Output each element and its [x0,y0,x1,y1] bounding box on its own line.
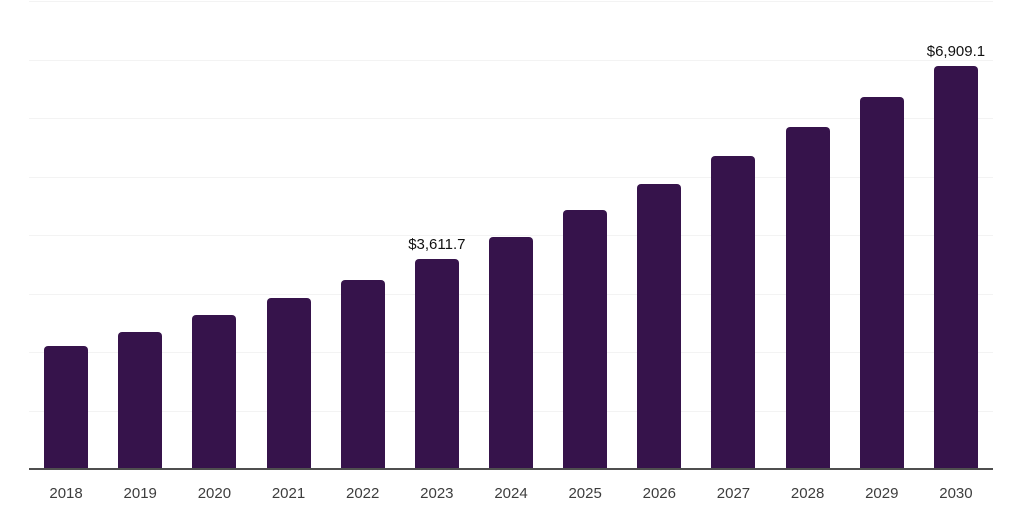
x-tick-label-2024: 2024 [494,485,528,502]
x-tick-label-2021: 2021 [271,485,306,502]
bar-2022 [340,279,385,470]
value-label-2030: $6,909.1 [926,42,986,60]
gridline-8000 [29,1,993,2]
bar-2028 [785,127,830,470]
x-tick-label-2027: 2027 [716,485,751,502]
gridline-5000 [29,176,993,178]
gridline-6000 [29,118,993,119]
x-tick-label-2026: 2026 [642,485,676,502]
x-tick-label-2028: 2028 [790,485,825,502]
bar-2024 [489,236,533,470]
bar-2026 [637,183,682,470]
gridline-4000 [29,235,993,236]
x-axis-line [29,468,993,470]
bar-2020 [192,314,237,470]
x-tick-label-2019: 2019 [123,485,157,502]
plot-area: $3,611.7 $6,909.1 [29,0,993,470]
gridline-7000 [29,59,993,61]
bar-2021 [266,298,311,470]
x-tick-label-2020: 2020 [197,485,232,502]
bar-2018 [44,345,89,470]
bar-2019 [118,331,163,470]
x-tick-label-2022: 2022 [346,485,380,502]
bar-2030 [933,65,978,470]
bar-2025 [563,209,608,470]
bar-2027 [711,156,756,470]
x-tick-label-2023: 2023 [420,485,454,502]
value-label-2023: $3,611.7 [408,235,466,253]
x-tick-label-2025: 2025 [568,485,602,502]
x-tick-label-2018: 2018 [49,485,83,502]
bar-2023 [414,258,459,470]
bar-2029 [859,97,904,470]
x-tick-label-2030: 2030 [939,485,973,502]
x-tick-label-2029: 2029 [865,485,899,502]
